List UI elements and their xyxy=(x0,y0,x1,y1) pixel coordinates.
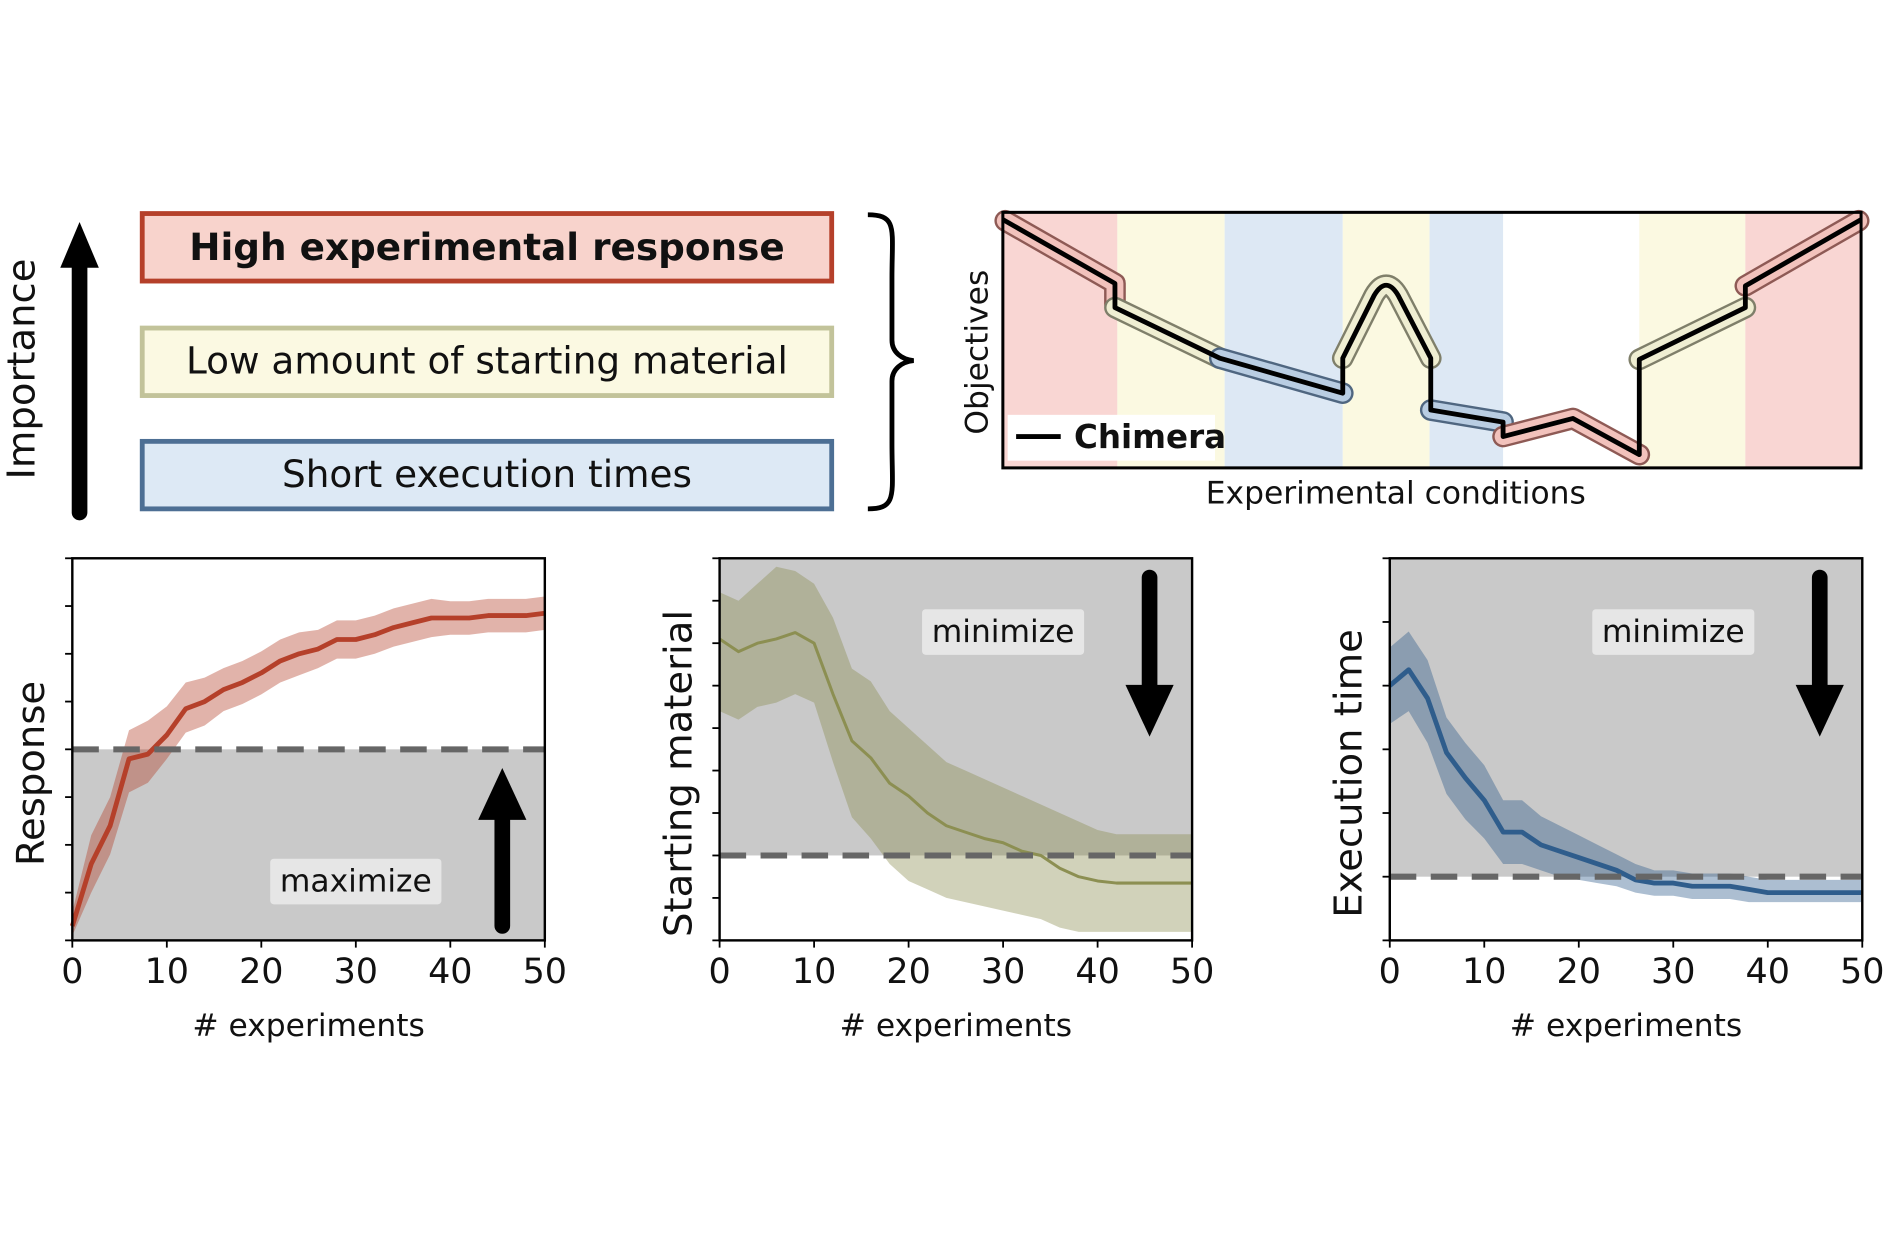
chart-panel: 0 10 20 30 40 50 # experiments Response maximize xyxy=(9,557,567,1044)
x-tick-label: 30 xyxy=(981,952,1025,992)
frame xyxy=(718,557,1194,942)
band xyxy=(719,566,1193,932)
legend-label: Chimera xyxy=(1074,418,1226,456)
importance-label: Importance xyxy=(0,259,45,480)
annotation: minimize xyxy=(1602,614,1745,650)
x-axis-label: # experiments xyxy=(1510,1008,1742,1044)
x-tick-label: 0 xyxy=(1379,952,1401,992)
x-tick-label: 0 xyxy=(61,952,83,992)
annotation-box xyxy=(1592,609,1755,655)
goal-region xyxy=(1389,558,1863,877)
priority-box xyxy=(139,325,835,398)
goal-arrow-head xyxy=(1125,684,1174,737)
y-axis-label: Response xyxy=(9,681,54,866)
x-tick-label: 10 xyxy=(792,952,836,992)
x-axis-label: # experiments xyxy=(192,1008,424,1044)
chart-panel: 0 10 20 30 40 50 # experiments Execution time mi… xyxy=(1327,557,1885,1044)
priority-box xyxy=(139,438,835,512)
x-tick-label: 20 xyxy=(1557,952,1601,992)
chimera-curve xyxy=(1001,217,1863,458)
importance-arrow-head xyxy=(60,221,99,268)
priority-label: High experimental response xyxy=(189,225,785,269)
x-tick-label: 40 xyxy=(428,952,472,992)
y-axis-label: Starting material xyxy=(657,610,702,937)
goal-region xyxy=(72,749,545,941)
goal-arrow-head xyxy=(478,768,527,820)
x-axis-label: Experimental conditions xyxy=(1206,475,1586,511)
region xyxy=(1224,212,1343,468)
mean-line xyxy=(718,631,1193,885)
annotation: minimize xyxy=(932,614,1075,650)
chart-panel: 0 10 20 30 40 50 # experiments Starting materia… xyxy=(657,557,1214,1044)
x-tick-label: 10 xyxy=(145,952,189,992)
x-tick-label: 30 xyxy=(334,952,378,992)
x-tick-label: 10 xyxy=(1462,952,1506,992)
goal-region xyxy=(719,558,1193,856)
mean-line xyxy=(70,610,546,927)
x-tick-label: 20 xyxy=(239,952,283,992)
priority-label: Low amount of starting material xyxy=(186,339,788,383)
goal-arrow-head xyxy=(1795,684,1844,737)
importance-panel: Importance High experimental response Lo… xyxy=(0,211,915,521)
y-axis-label: Execution time xyxy=(1327,629,1372,918)
x-tick-label: 30 xyxy=(1651,952,1695,992)
y-axis-label: Objectives xyxy=(960,270,996,435)
charts: 0 10 20 30 40 50 # experiments Response maximize… xyxy=(9,557,1885,1044)
x-tick-label: 50 xyxy=(1170,952,1214,992)
x-tick-label: 0 xyxy=(708,952,730,992)
x-tick-label: 40 xyxy=(1746,952,1790,992)
annotation-box xyxy=(270,858,442,905)
x-tick-label: 50 xyxy=(523,952,567,992)
frame xyxy=(1001,210,1863,470)
x-tick-label: 50 xyxy=(1840,952,1884,992)
objectives-panel: Chimera Objectives Experimental conditio… xyxy=(960,209,1870,511)
band xyxy=(72,596,545,936)
annotation: maximize xyxy=(280,864,432,900)
x-axis-label: # experiments xyxy=(840,1008,1072,1044)
priority-box xyxy=(139,211,835,284)
priority-label: Short execution times xyxy=(282,452,692,496)
annotation-box xyxy=(922,609,1085,655)
x-tick-label: 20 xyxy=(886,952,930,992)
brace xyxy=(867,212,915,512)
mean-line xyxy=(1388,667,1863,896)
x-tick-label: 40 xyxy=(1075,952,1119,992)
